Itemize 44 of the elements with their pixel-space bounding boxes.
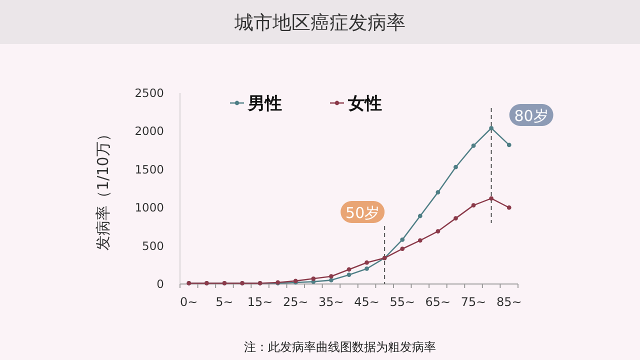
y-tick-label: 1500: [134, 162, 164, 176]
point: [436, 229, 440, 234]
x-tick-label: 25~: [282, 295, 308, 309]
x-tick-label: 45~: [354, 295, 380, 309]
annotation: 80岁: [514, 107, 548, 125]
y-tick-label: 2500: [134, 86, 164, 100]
x-tick-label: 75~: [460, 295, 486, 309]
point: [506, 142, 512, 148]
legend-label: 女性: [347, 94, 382, 114]
legend-label: 男性: [247, 94, 282, 114]
point: [400, 246, 405, 252]
point: [329, 274, 334, 279]
point: [364, 266, 369, 271]
y-axis-title: 发病率（1/10万）: [94, 126, 112, 250]
point: [454, 164, 458, 170]
y-tick-label: 1000: [134, 200, 164, 215]
point: [418, 238, 422, 243]
y-tick-label: 0: [156, 277, 164, 291]
y-tick-label: 2000: [134, 124, 164, 138]
point: [329, 278, 334, 282]
x-tick-label: 5~: [216, 295, 234, 309]
point: [506, 205, 512, 210]
point: [471, 203, 476, 208]
x-tick-label: 55~: [390, 295, 416, 309]
point: [311, 276, 316, 281]
x-tick-label: 0~: [180, 295, 198, 309]
point: [364, 260, 369, 265]
point: [346, 272, 352, 278]
point: [489, 126, 494, 130]
x-tick-label: 35~: [318, 295, 344, 309]
x-tick-label: 85~: [496, 295, 522, 309]
chart-title: 城市地区癌症发病率: [234, 12, 406, 34]
x-tick-label: 15~: [247, 295, 273, 309]
point: [436, 190, 440, 195]
y-tick-label: 500: [142, 238, 164, 253]
point: [471, 144, 476, 148]
point: [454, 216, 458, 220]
point: [418, 214, 422, 218]
text: 注：此发病率曲线图数据为粗发病率: [244, 340, 436, 354]
annotation: 50岁: [346, 204, 380, 222]
x-tick-label: 65~: [425, 295, 451, 309]
point: [489, 196, 494, 201]
point: [346, 267, 352, 272]
point: [400, 237, 405, 242]
